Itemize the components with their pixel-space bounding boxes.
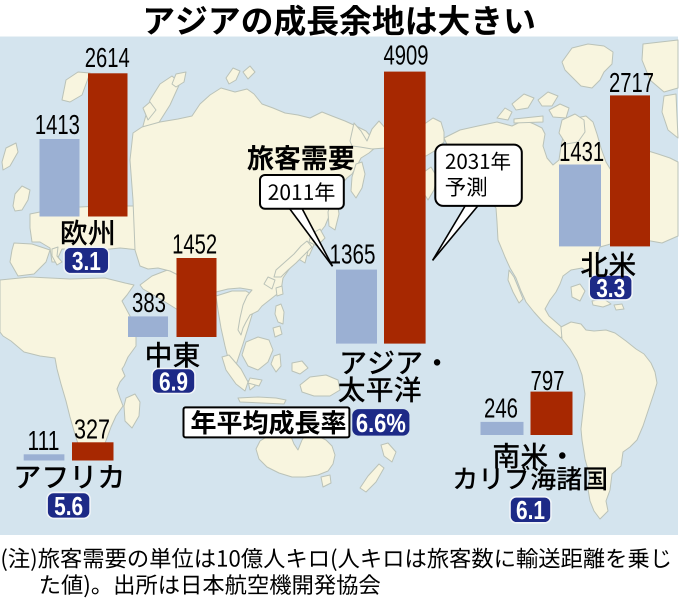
svg-text:111: 111 bbox=[28, 425, 60, 456]
svg-text:6.6%: 6.6% bbox=[356, 408, 406, 438]
svg-text:246: 246 bbox=[484, 393, 518, 424]
svg-text:3.3: 3.3 bbox=[596, 273, 625, 303]
svg-text:6.1: 6.1 bbox=[516, 495, 545, 525]
svg-text:797: 797 bbox=[531, 365, 565, 396]
svg-text:6.9: 6.9 bbox=[159, 366, 188, 396]
svg-text:383: 383 bbox=[132, 287, 166, 318]
svg-text:1431: 1431 bbox=[559, 136, 604, 167]
svg-text:1452: 1452 bbox=[172, 229, 217, 260]
svg-text:2717: 2717 bbox=[609, 67, 654, 98]
svg-text:1413: 1413 bbox=[35, 109, 80, 140]
svg-text:3.1: 3.1 bbox=[72, 246, 101, 276]
svg-text:4909: 4909 bbox=[384, 40, 429, 71]
svg-text:1365: 1365 bbox=[330, 239, 376, 270]
svg-text:5.6: 5.6 bbox=[54, 491, 83, 521]
svg-text:2614: 2614 bbox=[85, 42, 130, 73]
svg-text:327: 327 bbox=[74, 414, 110, 445]
